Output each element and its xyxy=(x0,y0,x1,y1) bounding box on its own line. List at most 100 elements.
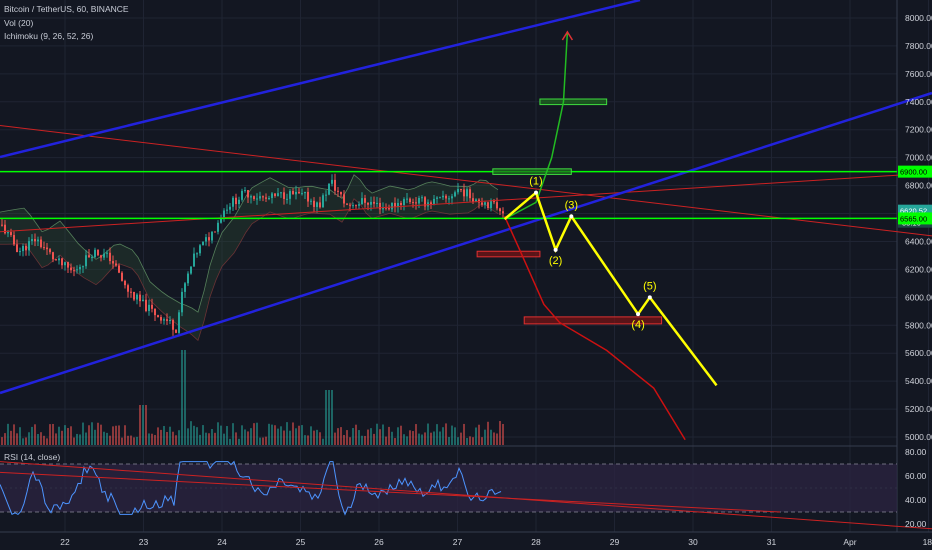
volume-bar xyxy=(445,423,447,445)
candle-body xyxy=(487,202,489,208)
volume-bar xyxy=(439,431,441,445)
candle-body xyxy=(253,196,255,200)
volume-bar xyxy=(385,436,387,445)
volume-bar xyxy=(28,432,30,445)
candle-body xyxy=(64,262,66,266)
volume-bar xyxy=(121,437,123,445)
volume-bar xyxy=(136,436,138,445)
candle-body xyxy=(337,190,339,192)
bearish-path xyxy=(503,216,686,441)
volume-bar xyxy=(280,426,282,445)
volume-bar xyxy=(1,437,3,445)
candle-body xyxy=(421,197,423,199)
candle-body xyxy=(331,179,333,184)
candle-body xyxy=(145,299,147,312)
candle-body xyxy=(448,198,450,200)
candle-body xyxy=(151,304,153,309)
candle-body xyxy=(409,198,411,203)
candle-body xyxy=(34,239,36,242)
target-zone-green xyxy=(539,98,608,106)
candle-body xyxy=(37,239,39,242)
volume-bar xyxy=(409,430,411,445)
candle-body xyxy=(454,192,456,197)
volume-bar xyxy=(304,435,306,445)
volume-bar xyxy=(496,433,498,445)
volume-bar xyxy=(19,427,21,445)
volume-bar xyxy=(481,437,483,445)
volume-bar xyxy=(4,433,6,445)
time-axis-label: Apr xyxy=(843,537,856,547)
candle-body xyxy=(88,255,90,258)
candle-body xyxy=(322,195,324,208)
volume-legend[interactable]: Vol (20) xyxy=(4,18,34,28)
candle-body xyxy=(7,232,9,234)
volume-bar xyxy=(187,428,189,445)
volume-bar xyxy=(34,424,36,445)
time-axis-label: 29 xyxy=(610,537,620,547)
volume-bar xyxy=(232,423,234,445)
volume-bar xyxy=(217,422,219,445)
candle-body xyxy=(52,252,54,260)
candle-body xyxy=(472,198,474,203)
volume-bar xyxy=(475,427,477,445)
rsi-legend[interactable]: RSI (14, close) xyxy=(4,452,61,462)
volume-bar xyxy=(160,429,162,445)
volume-bar xyxy=(13,424,15,445)
candle-body xyxy=(247,190,249,198)
volume-bar xyxy=(373,433,375,445)
volume-bar xyxy=(286,422,288,445)
candle-body xyxy=(175,329,177,333)
candle-body xyxy=(298,191,300,194)
volume-bar xyxy=(325,390,327,445)
wave-point xyxy=(553,247,558,252)
candle-body xyxy=(55,259,57,261)
symbol-legend[interactable]: Bitcoin / TetherUS, 60, BINANCE xyxy=(4,4,129,14)
candle-body xyxy=(133,291,135,300)
candle-body xyxy=(85,255,87,267)
candle-body xyxy=(100,255,102,258)
candle-body xyxy=(313,200,315,207)
candle-body xyxy=(220,218,222,223)
volume-bar xyxy=(319,432,321,445)
trendline-red-2 xyxy=(0,172,932,233)
candle-body xyxy=(127,285,129,292)
candle-body xyxy=(79,266,81,270)
candle-body xyxy=(328,183,330,195)
volume-bar xyxy=(454,427,456,445)
volume-bar xyxy=(10,430,12,445)
volume-bar xyxy=(466,437,468,445)
candle-body xyxy=(406,198,408,200)
volume-bar xyxy=(103,431,105,445)
volume-bar xyxy=(259,437,261,445)
candle-body xyxy=(340,191,342,195)
volume-bar xyxy=(151,433,153,445)
volume-bar xyxy=(181,350,183,445)
candle-body xyxy=(73,270,75,272)
candle-body xyxy=(469,189,471,199)
volume-bar xyxy=(238,438,240,445)
volume-bar xyxy=(247,431,249,445)
candle-body xyxy=(355,205,357,207)
rsi-axis-label: 60.00 xyxy=(905,471,927,481)
trendline-red-1 xyxy=(0,125,932,237)
candle-body xyxy=(199,245,201,254)
candle-body xyxy=(163,319,165,321)
volume-bar xyxy=(460,432,462,445)
time-axis-label: 30 xyxy=(688,537,698,547)
volume-bar xyxy=(127,435,129,445)
volume-bar xyxy=(154,434,156,445)
candle-body xyxy=(283,192,285,199)
volume-bar xyxy=(502,423,504,445)
candle-body xyxy=(13,235,15,245)
upper-level-label: 6900.00 xyxy=(900,168,927,177)
ichimoku-legend[interactable]: Ichimoku (9, 26, 52, 26) xyxy=(4,31,94,41)
candle-body xyxy=(460,189,462,191)
candle-body xyxy=(61,258,63,266)
volume-bar xyxy=(142,405,144,445)
price-axis-label: 5200.00 xyxy=(905,404,932,414)
candle-body xyxy=(481,202,483,205)
volume-bar xyxy=(295,428,297,445)
volume-bar xyxy=(163,426,165,445)
candle-body xyxy=(25,245,27,251)
